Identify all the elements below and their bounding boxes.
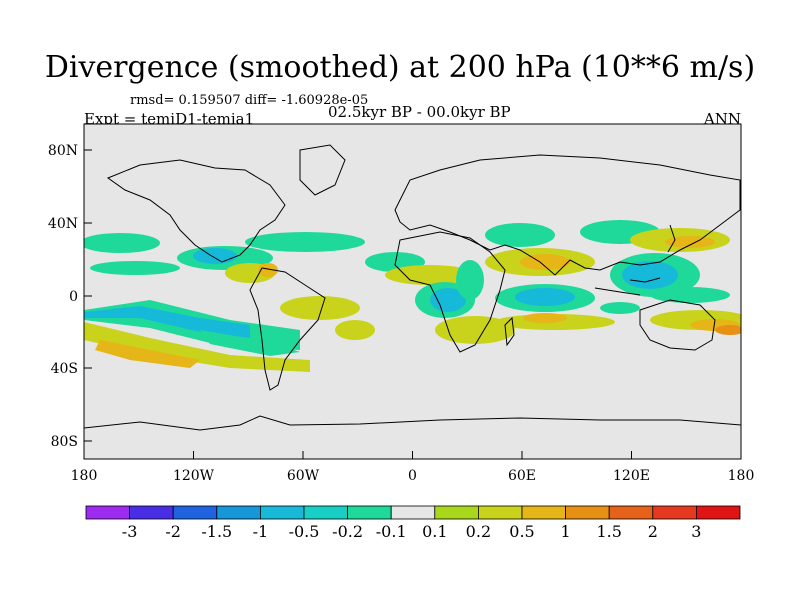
contour-region [95,340,200,368]
contour-region [523,313,567,323]
contour-region [84,322,310,372]
colorbar-swatch [696,505,741,520]
contour-region [335,320,375,340]
contour-region [485,223,555,247]
lon-tick-label: 180 [728,468,755,484]
lon-tick-label: 120E [613,468,650,484]
colorbar-swatch [172,505,218,520]
longitude-axis: 180 120W 60W 0 60E 120E 180 [71,451,755,484]
colorbar-swatch [434,505,479,520]
colorbar-label: -1 [253,522,269,541]
colorbar-label: -0.2 [332,522,363,541]
lat-tick-label: 0 [69,289,78,305]
colorbar-swatch [259,505,305,520]
lon-tick-label: 0 [408,468,417,484]
colorbar-label: 3 [691,522,701,541]
colorbar-swatch [521,505,566,520]
contour-region [515,288,575,306]
contour-region [430,288,466,312]
contour-region [84,306,250,338]
colorbar-label: -0.5 [289,522,320,541]
coastlines [84,144,741,431]
colorbar-swatch [565,505,610,520]
contour-region [245,232,365,252]
colorbar-swatch [129,505,174,520]
contour-region [715,325,741,335]
colorbar-label: -1.5 [201,522,232,541]
colorbar-swatch [216,505,261,520]
colorbar-label: 1 [561,522,571,541]
lon-tick-label: 120W [173,468,215,484]
lon-tick-label: 60E [508,468,536,484]
contour-region [435,316,515,344]
contour-region [622,261,678,289]
colorbar-label: -2 [165,522,181,541]
colorbar-swatch [85,505,130,520]
colorbar: -3 -2 -1.5 -1 -0.5 -0.2 -0.1 0.1 0.2 0.5 1 1.5 2 3 [85,505,741,541]
contour-region [200,330,300,356]
lat-tick-label: 80S [51,434,78,450]
lat-tick-label: 80N [48,143,78,159]
contour-region [456,260,484,300]
plot-title: Divergence (smoothed) at 200 hPa (10**6 … [44,50,756,85]
contour-region [193,248,237,264]
contour-region [665,236,715,248]
colorbar-label: 0.1 [422,522,447,541]
contour-region [84,233,160,253]
colorbar-swatch [652,505,697,520]
contour-region [90,261,180,275]
stats-text: rmsd= 0.159507 diff= -1.60928e-05 [130,93,369,108]
contour-region [258,263,278,277]
lon-tick-label: 60W [287,468,320,484]
colorbar-label: 0.5 [509,522,534,541]
contour-region [600,302,640,314]
period-label: 02.5kyr BP - 00.0kyr BP [328,103,511,121]
latitude-axis: 80N 40N 0 40S 80S [48,143,92,450]
colorbar-label: 0.2 [466,522,491,541]
colorbar-swatch [390,505,436,520]
colorbar-label: -0.1 [376,522,407,541]
contour-region [650,287,730,303]
colorbar-label: 2 [648,522,658,541]
colorbar-swatch [303,505,348,520]
colorbar-swatch [347,505,392,520]
colorbar-label: 1.5 [596,522,621,541]
contour-region [385,265,475,285]
lat-tick-label: 40S [51,361,78,377]
lat-tick-label: 40N [48,216,78,232]
colorbar-swatch [608,505,654,520]
colorbar-swatch [477,505,523,520]
colorbar-label: -3 [122,522,138,541]
contour-region [280,296,360,320]
lon-tick-label: 180 [71,468,98,484]
